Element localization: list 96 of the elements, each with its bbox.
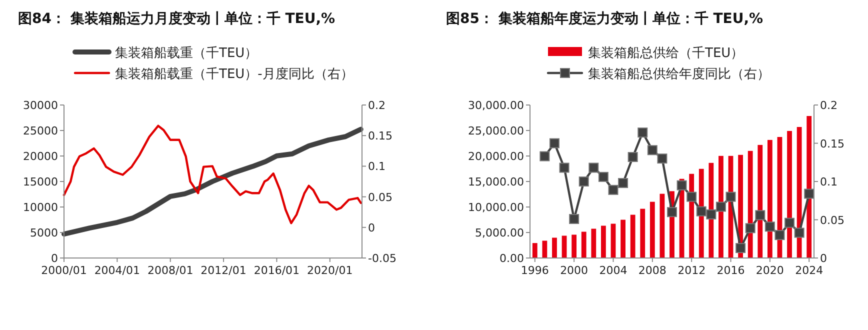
x-tick-label: 2024 <box>795 264 824 277</box>
x-tick-label: 2020/01 <box>307 264 353 277</box>
y2-tick-label: 0.2 <box>820 99 838 112</box>
x-tick-label: 2012 <box>678 264 706 277</box>
x-tick-label: 2000 <box>560 264 588 277</box>
bar <box>572 234 577 258</box>
y-tick-label: 30000 <box>23 99 58 112</box>
point <box>647 145 658 156</box>
point <box>549 138 560 148</box>
bar <box>562 236 567 258</box>
y-tick-label: 10000 <box>23 201 58 214</box>
legend-label: 集装箱船总供给（千TEU） <box>588 46 744 61</box>
point <box>588 162 599 173</box>
y-tick-label: 5,000.00 <box>475 226 524 240</box>
chart-title: 图84： 集装箱船运力月度变动丨单位：千 TEU,% <box>18 10 336 27</box>
y2-tick-label: 0 <box>368 221 375 234</box>
y-tick-label: 20000 <box>23 150 58 163</box>
x-tick-label: 1996 <box>520 264 549 277</box>
point <box>676 180 687 190</box>
bar <box>660 194 665 258</box>
legend-label: 集装箱船载重（千TEU） <box>115 46 258 61</box>
y-tick-label: 15000 <box>23 176 58 188</box>
bar <box>650 202 655 258</box>
bar <box>620 220 626 258</box>
point <box>686 192 697 202</box>
point <box>628 152 638 162</box>
bar <box>552 238 557 258</box>
y2-tick-label: 0.05 <box>820 214 844 227</box>
bar <box>610 224 616 258</box>
point <box>657 154 668 164</box>
point <box>794 228 804 238</box>
y-tick-label: 0.00 <box>500 252 524 265</box>
bar <box>698 168 704 258</box>
bar <box>581 232 586 258</box>
x-tick-label: 2016/01 <box>254 264 300 277</box>
y2-tick-label: 0 <box>820 252 827 265</box>
point <box>696 206 706 216</box>
point <box>736 243 746 254</box>
y-tick-label: 20,000.00 <box>468 150 524 163</box>
x-tick-label: 2016 <box>716 264 745 277</box>
point <box>784 218 795 228</box>
y-tick-label: 25000 <box>23 124 58 138</box>
y2-tick-label: 0.2 <box>368 99 386 112</box>
chart-title: 图85： 集装箱船年度运力变动丨单位：千 TEU,% <box>446 10 764 27</box>
point <box>598 172 608 182</box>
bar <box>601 226 606 258</box>
point <box>540 151 550 162</box>
point <box>716 202 726 212</box>
point <box>745 223 756 234</box>
point <box>667 207 677 218</box>
legend-label: 集装箱船载重（千TEU）-月度同比（右） <box>115 66 354 82</box>
point <box>569 214 580 224</box>
point <box>618 178 628 188</box>
bar <box>630 214 636 258</box>
y2-tick-label: 0.1 <box>820 176 838 188</box>
point <box>755 210 766 220</box>
x-tick-label: 2008/01 <box>148 264 194 277</box>
y-tick-label: 5000 <box>30 226 58 240</box>
bar <box>718 156 724 258</box>
y2-tick-label: 0.05 <box>368 190 392 204</box>
bar <box>787 130 792 258</box>
point <box>726 192 736 202</box>
y2-tick-label: -0.05 <box>368 252 396 265</box>
point <box>804 188 814 199</box>
x-tick-label: 2020 <box>756 264 784 277</box>
y-tick-label: 0 <box>51 252 58 265</box>
x-tick-label: 2008 <box>638 264 666 277</box>
bar <box>767 140 772 258</box>
bar <box>640 208 646 258</box>
bar <box>542 240 548 258</box>
x-tick-label: 2004 <box>599 264 628 277</box>
bar <box>758 144 763 258</box>
y-tick-label: 10,000.00 <box>468 201 524 214</box>
bar <box>796 126 802 258</box>
legend-label: 集装箱船总供给年度同比（右） <box>588 66 770 82</box>
x-tick-label: 2012/01 <box>200 264 246 277</box>
y-tick-label: 25,000.00 <box>468 124 524 138</box>
y2-tick-label: 0.15 <box>368 130 392 143</box>
point <box>608 184 618 195</box>
point <box>578 176 589 186</box>
point <box>706 209 716 220</box>
bar <box>532 243 538 258</box>
bar <box>748 150 753 258</box>
y2-tick-label: 0.1 <box>368 160 386 174</box>
bar <box>708 162 714 258</box>
point <box>559 162 570 173</box>
point <box>774 230 785 240</box>
y-tick-label: 30,000.00 <box>468 99 524 112</box>
x-tick-label: 2000/01 <box>41 264 87 277</box>
bar <box>806 116 812 258</box>
x-tick-label: 2004/01 <box>94 264 140 277</box>
y-tick-label: 15,000.00 <box>468 176 524 188</box>
point <box>764 222 775 232</box>
point <box>638 128 648 138</box>
y2-tick-label: 0.15 <box>820 137 844 150</box>
bar <box>591 228 596 258</box>
